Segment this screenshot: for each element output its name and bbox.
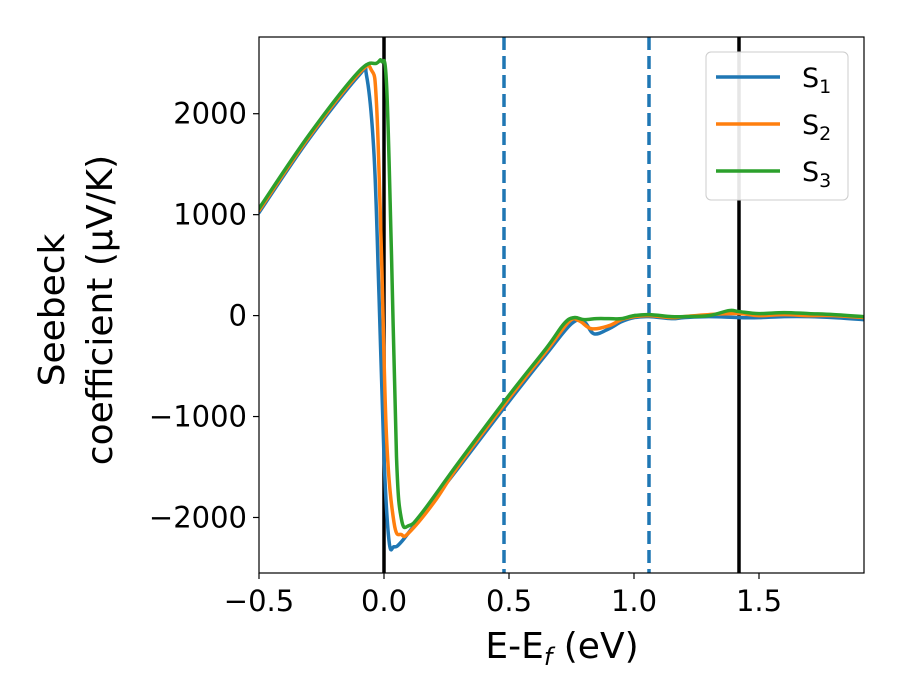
x-axis-title-tail: (eV)	[552, 626, 638, 667]
legend-label-s2: S2	[802, 110, 831, 145]
x-tick-label: 0.5	[486, 584, 532, 618]
y-tick-label: 1000	[173, 198, 247, 232]
legend-box	[705, 51, 849, 201]
x-axis-title: E-Ef (eV)	[485, 626, 638, 671]
y-axis-ticks: −2000 −1000 0 1000 2000	[149, 97, 259, 534]
plot-frame	[258, 36, 865, 574]
y-axis-title-line2: coefficient (μV/K)	[80, 155, 121, 465]
y-tick-label: −2000	[149, 500, 247, 534]
y-tick-label: 2000	[173, 97, 247, 131]
x-axis-title-main: E-E	[485, 626, 543, 667]
series-line-s3	[259, 58, 864, 530]
x-tick-label: 0.0	[361, 584, 407, 618]
y-tick-label: 0	[229, 299, 247, 333]
series-line-s1	[259, 64, 864, 552]
x-axis-ticks: −0.5 0.0 0.5 1.0 1.5	[224, 573, 782, 618]
legend-label-s1: S1	[802, 63, 831, 98]
series-lines	[259, 58, 864, 552]
x-tick-label: −0.5	[224, 584, 294, 618]
y-axis-title-line1: Seebeck	[32, 233, 73, 386]
legend: S1 S2 S3	[705, 51, 849, 201]
x-tick-label: 1.0	[611, 584, 657, 618]
series-line-s2	[259, 63, 864, 539]
legend-label-s3: S3	[802, 157, 831, 192]
x-tick-label: 1.5	[736, 584, 782, 618]
y-tick-label: −1000	[149, 400, 247, 434]
